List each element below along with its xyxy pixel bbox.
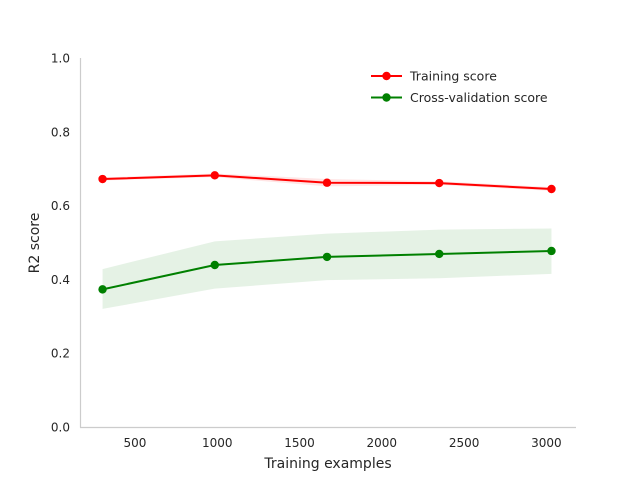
x-tick-label: 500 (124, 436, 147, 450)
axes (79, 58, 576, 429)
y-tick-label: 0.2 (51, 347, 70, 361)
training-score-point (210, 171, 219, 180)
cross-validation-score-band (102, 228, 552, 309)
legend-training-score-label: Training score (409, 69, 497, 84)
x-tick-label: 1500 (284, 436, 315, 450)
training-score-point (98, 174, 107, 184)
series-points (98, 171, 556, 294)
x-tick-labels: 500 1000 1500 2000 2500 3000 (124, 436, 562, 450)
training-score-point (322, 178, 332, 187)
y-tick-labels: 0.0 0.2 0.4 0.6 0.8 1.0 (51, 52, 70, 435)
cross-validation-score-point (98, 285, 107, 294)
training-score-point (435, 178, 444, 188)
confidence-bands (102, 173, 552, 309)
cross-validation-score-point (435, 249, 444, 259)
y-tick-label: 0.0 (51, 421, 70, 435)
x-tick-label: 2500 (449, 436, 480, 450)
y-axis-label: R2 score (27, 213, 43, 274)
y-tick-label: 1.0 (51, 52, 70, 66)
cross-validation-score-point (322, 252, 332, 262)
cross-validation-score-point (210, 260, 219, 270)
x-tick-label: 1000 (202, 436, 233, 450)
x-tick-label: 2000 (367, 436, 398, 450)
legend: Training score Cross-validation score (371, 69, 548, 105)
y-tick-label: 0.8 (51, 125, 70, 139)
cross-validation-score-point (547, 246, 556, 256)
x-axis-label: Training examples (263, 456, 391, 472)
legend-training-score-marker (382, 71, 391, 81)
legend-cross-validation-score-marker (382, 93, 391, 102)
x-tick-label: 3000 (531, 436, 562, 450)
training-score-point (547, 184, 556, 194)
legend-cross-validation-score-label: Cross-validation score (410, 90, 548, 105)
y-tick-label: 0.6 (51, 199, 70, 213)
y-tick-label: 0.4 (51, 273, 70, 287)
